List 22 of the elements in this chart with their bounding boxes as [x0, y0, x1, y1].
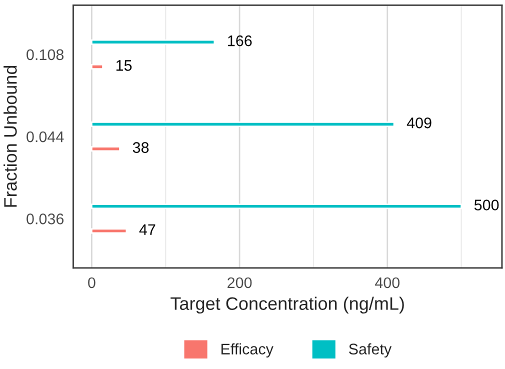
data-label: 500 [474, 200, 499, 210]
bar [91, 228, 128, 234]
x-axis-title: Target Concentration (ng/mL) [170, 296, 404, 314]
bar [91, 39, 216, 45]
y-tick-label: 0.044 [26, 131, 64, 142]
y-tick-label: 0.108 [26, 49, 64, 60]
legend-label: Efficacy [221, 343, 274, 358]
y-tick-label: 0.036 [26, 214, 64, 224]
bar [91, 121, 395, 127]
data-label: 166 [228, 35, 252, 46]
bar [91, 204, 462, 210]
data-label: 409 [406, 117, 432, 128]
data-label: 38 [132, 142, 149, 153]
data-label: 47 [139, 224, 156, 235]
x-tick-label: 400 [375, 277, 400, 288]
bar [91, 146, 120, 152]
bar [91, 64, 104, 70]
y-axis-title: Fraction Unbound [4, 66, 17, 207]
legend-label: Safety [349, 343, 392, 358]
x-tick-label: 0 [88, 277, 96, 288]
x-tick-label: 200 [228, 277, 252, 288]
data-label: 15 [116, 60, 132, 71]
